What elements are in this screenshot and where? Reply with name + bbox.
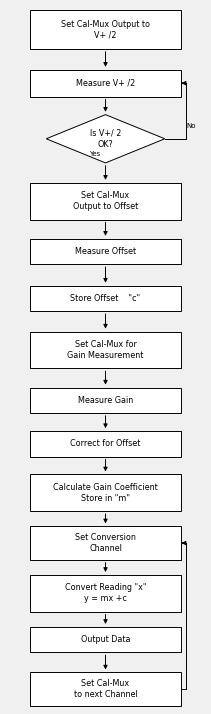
FancyBboxPatch shape: [30, 431, 181, 456]
Text: Store Offset    "c": Store Offset "c": [70, 294, 141, 303]
Text: Yes: Yes: [89, 151, 101, 157]
FancyBboxPatch shape: [30, 627, 181, 653]
FancyBboxPatch shape: [30, 286, 181, 311]
Text: Correct for Offset: Correct for Offset: [70, 439, 141, 448]
Text: Calculate Gain Coefficient
Store in "m": Calculate Gain Coefficient Store in "m": [53, 483, 158, 503]
FancyBboxPatch shape: [30, 673, 181, 706]
FancyBboxPatch shape: [30, 10, 181, 49]
Text: Is V+/ 2
OK?: Is V+/ 2 OK?: [90, 129, 121, 149]
FancyBboxPatch shape: [30, 474, 181, 511]
Text: Measure Offset: Measure Offset: [75, 247, 136, 256]
Text: Set Cal-Mux for
Gain Measurement: Set Cal-Mux for Gain Measurement: [67, 340, 144, 360]
Text: Convert Reading "x"
y = mx +c: Convert Reading "x" y = mx +c: [65, 583, 146, 603]
Text: Set Cal-Mux
Output to Offset: Set Cal-Mux Output to Offset: [73, 191, 138, 211]
Text: Measure Gain: Measure Gain: [78, 396, 133, 405]
FancyBboxPatch shape: [30, 331, 181, 368]
Text: Set Cal-Mux
to next Channel: Set Cal-Mux to next Channel: [74, 679, 137, 699]
FancyBboxPatch shape: [30, 70, 181, 96]
Polygon shape: [46, 115, 165, 163]
FancyBboxPatch shape: [30, 575, 181, 612]
Text: Set Cal-Mux Output to
V+ /2: Set Cal-Mux Output to V+ /2: [61, 19, 150, 39]
Text: No: No: [186, 123, 196, 129]
Text: Output Data: Output Data: [81, 635, 130, 644]
FancyBboxPatch shape: [30, 388, 181, 413]
Text: Measure V+ /2: Measure V+ /2: [76, 79, 135, 88]
FancyBboxPatch shape: [30, 238, 181, 264]
FancyBboxPatch shape: [30, 526, 181, 560]
FancyBboxPatch shape: [30, 183, 181, 220]
Text: Set Conversion
Channel: Set Conversion Channel: [75, 533, 136, 553]
